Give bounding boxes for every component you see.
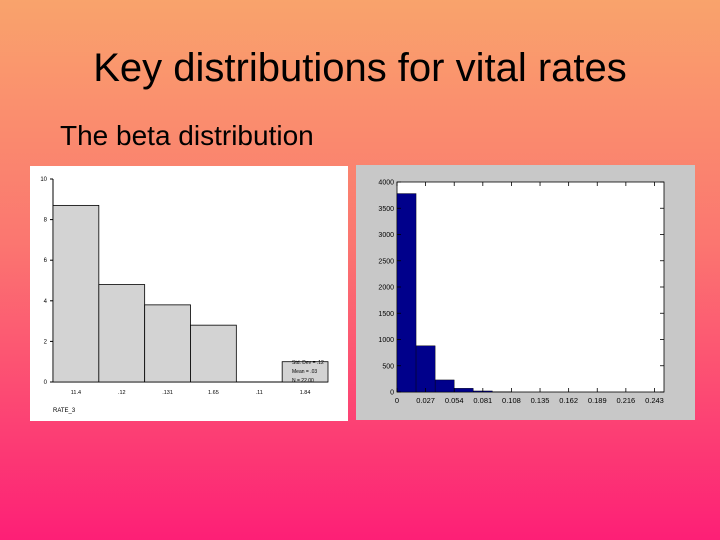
- plot-area: [396, 181, 665, 393]
- y-tick-label: 0: [44, 380, 48, 386]
- y-tick-label: 10: [40, 177, 47, 183]
- histogram-bar: [281, 361, 329, 383]
- histogram-bar: [396, 193, 417, 393]
- spss-histogram-chart: 0 2 4 6 8 10 11.4 .12 .131 1.65 .11 1.84 RATE_3 Std. …: [40, 177, 329, 414]
- y-tick-label: 3000: [378, 232, 394, 239]
- histogram-bar: [144, 304, 191, 383]
- x-tick-label: 1.84: [300, 390, 311, 396]
- spss-histogram-panel: 0 2 4 6 8 10 11.4 .12 .131 1.65 .11 1.84 RATE_3 Std. …: [30, 166, 348, 421]
- x-tick-label: 0.189: [588, 396, 607, 405]
- x-tick-label: 0.243: [645, 396, 664, 405]
- legend-stat-line: Mean = .03: [292, 369, 317, 375]
- y-tick-label: 2000: [378, 285, 394, 292]
- histogram-bar: [415, 345, 436, 393]
- x-tick-label: 0.054: [445, 396, 464, 405]
- matlab-histogram-panel: 0 500 1000 1500 2000 2500 3000 3500 4000 0 0.027 0.…: [356, 165, 695, 420]
- x-tick-label: 0.081: [473, 396, 492, 405]
- x-tick-label: .11: [256, 390, 263, 396]
- y-tick-label: 4: [44, 299, 48, 305]
- slide-title: Key distributions for vital rates: [93, 46, 627, 90]
- y-tick-label: 2: [44, 339, 48, 345]
- histogram-bar: [52, 204, 100, 383]
- x-tick-label: .131: [162, 390, 173, 396]
- y-tick-label: 8: [44, 218, 48, 224]
- y-tick-label: 3500: [378, 206, 394, 213]
- histogram-bar: [454, 388, 474, 393]
- y-tick-label: 0: [390, 390, 394, 397]
- x-tick-label: 0.216: [616, 396, 635, 405]
- matlab-histogram-chart: 0 500 1000 1500 2000 2500 3000 3500 4000 0 0.027 0.…: [378, 180, 665, 405]
- y-tick-label: 4000: [378, 180, 394, 187]
- y-tick-label: 1000: [378, 337, 394, 344]
- y-tick-label: 500: [382, 363, 394, 370]
- x-tick-label: 0.162: [559, 396, 578, 405]
- x-tick-label: 11.4: [71, 390, 81, 396]
- histogram-bar: [98, 284, 146, 383]
- histogram-bar: [190, 324, 237, 383]
- legend-stat-line: Std. Dev = .12: [292, 360, 324, 366]
- x-tick-label: 0.027: [416, 396, 435, 405]
- y-tick-label: 2500: [378, 258, 394, 265]
- histogram-bar: [434, 379, 455, 393]
- x-tick-label: 1.65: [208, 390, 219, 396]
- y-tick-label: 6: [44, 258, 48, 264]
- x-tick-label: 0: [395, 396, 399, 405]
- slide-subtitle: The beta distribution: [60, 120, 314, 151]
- legend-stat-line: N = 22.00: [292, 378, 314, 384]
- x-tick-label: .12: [118, 390, 126, 396]
- y-tick-label: 1500: [378, 311, 394, 318]
- x-tick-label: 0.135: [531, 396, 550, 405]
- x-axis-label: RATE_3: [53, 408, 76, 414]
- x-tick-label: 0.108: [502, 396, 521, 405]
